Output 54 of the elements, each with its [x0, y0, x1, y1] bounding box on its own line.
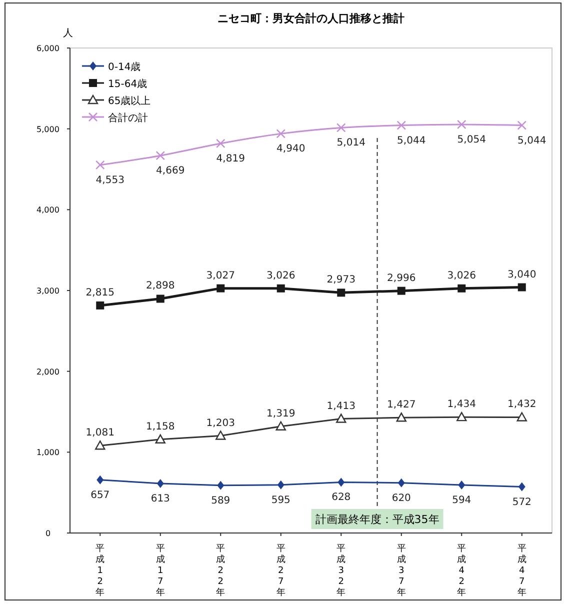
data-label: 657 — [90, 490, 110, 501]
legend-label: 0-14歳 — [108, 61, 141, 73]
x-tick-label: 平成37年 — [396, 544, 406, 598]
y-tick-label: 3,000 — [36, 286, 60, 296]
data-label: 1,158 — [146, 421, 175, 432]
data-label: 572 — [512, 496, 532, 508]
data-label: 1,319 — [266, 408, 296, 420]
y-tick-label: 5,000 — [36, 124, 60, 134]
data-label: 5,014 — [336, 138, 366, 149]
annotation: 計画最終年度：平成35年 — [315, 513, 440, 526]
x-tick-label: 平成42年 — [457, 544, 466, 598]
y-tick-label: 4,000 — [36, 206, 60, 215]
data-label: 5,044 — [397, 135, 426, 146]
data-label: 4,669 — [156, 166, 185, 177]
data-label: 5,044 — [518, 135, 546, 146]
data-label: 3,026 — [447, 270, 476, 282]
y-tick-label: 0 — [45, 529, 51, 538]
x-tick-label: 平成47年 — [517, 544, 526, 598]
data-label: 3,040 — [508, 269, 536, 280]
data-label: 589 — [211, 495, 230, 506]
data-label: 3,027 — [206, 270, 235, 282]
x-tick-label: 平成27年 — [276, 544, 286, 598]
x-tick-label: 平成12年 — [96, 544, 105, 598]
data-label: 1,081 — [86, 428, 114, 439]
data-label: 613 — [150, 493, 170, 504]
data-label: 1,413 — [326, 400, 356, 412]
data-label: 628 — [332, 492, 351, 504]
data-label: 620 — [392, 492, 411, 504]
legend-label: 65歳以上 — [108, 95, 151, 107]
data-label: 2,815 — [86, 287, 114, 298]
data-label: 3,026 — [266, 270, 296, 282]
y-axis-title: 人 — [63, 28, 73, 39]
data-label: 2,973 — [326, 274, 356, 286]
y-tick-label: 2,000 — [36, 367, 60, 376]
y-tick-label: 1,000 — [36, 448, 60, 458]
data-label: 594 — [452, 494, 472, 506]
data-label: 4,940 — [276, 144, 306, 155]
data-label: 1,434 — [447, 399, 476, 410]
x-tick-label: 平成17年 — [156, 544, 165, 598]
x-tick-label: 平成32年 — [336, 544, 346, 598]
data-label: 595 — [271, 494, 290, 506]
chart-title: ニセコ町：男女合計の人口推移と推計 — [218, 12, 404, 25]
data-label: 1,427 — [387, 400, 416, 411]
data-label: 4,553 — [96, 174, 124, 186]
y-tick-label: 6,000 — [36, 44, 60, 53]
legend-label: 合計の計 — [108, 112, 148, 124]
data-label: 1,432 — [508, 399, 536, 410]
data-label: 2,996 — [387, 272, 416, 284]
data-label: 5,054 — [457, 134, 486, 146]
legend-label: 15-64歳 — [108, 78, 148, 90]
data-label: 2,898 — [146, 280, 175, 292]
data-label: 1,203 — [206, 418, 235, 429]
data-label: 4,819 — [216, 153, 245, 164]
x-tick-label: 平成22年 — [216, 544, 226, 598]
